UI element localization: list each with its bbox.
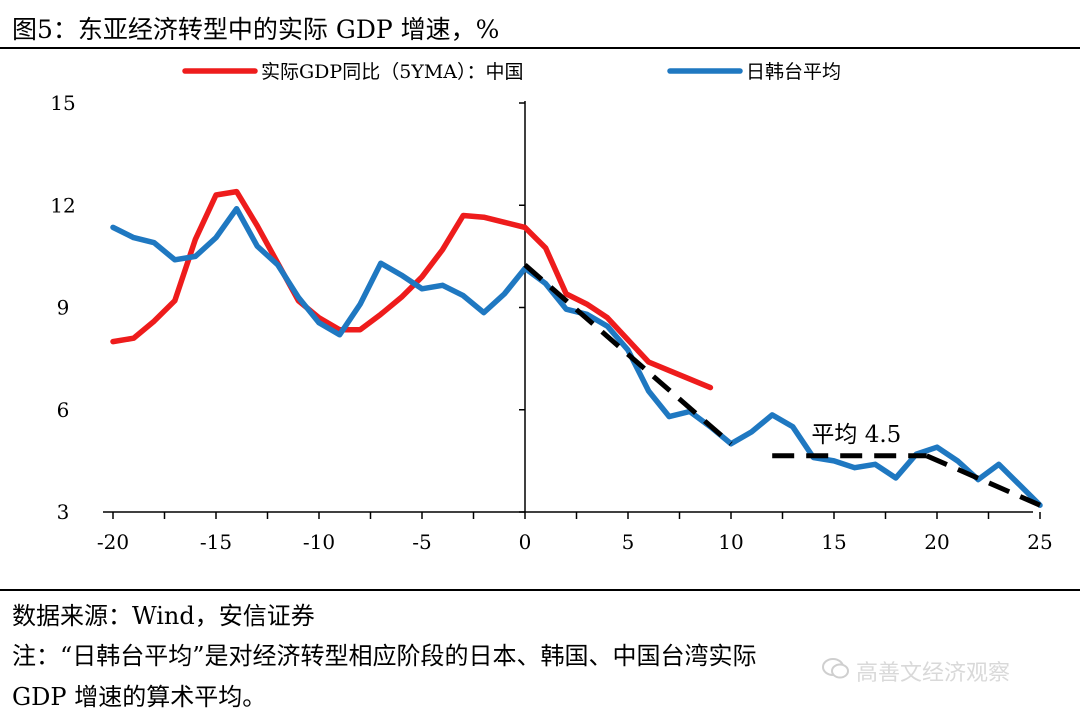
source-note: 数据来源：Wind，安信证券: [12, 602, 315, 630]
x-tick-label: 15: [821, 530, 846, 554]
axes: -20 -15 -10 -5 0 5 10 15 20 25 3 6 9 12 15: [50, 91, 1052, 554]
x-tick-label: 25: [1027, 530, 1052, 554]
note-line-2: GDP 增速的算术平均。: [12, 683, 267, 711]
trend-dashed-line: [523, 263, 733, 446]
watermark: 高善文经济观察: [856, 661, 1011, 686]
legend-label-1: 日韩台平均: [746, 61, 841, 83]
x-tick-label: -10: [303, 530, 335, 554]
series-line-0: [110, 188, 714, 391]
y-tick-label: 12: [50, 193, 75, 217]
chart-title: 图5：东亚经济转型中的实际 GDP 增速，%: [12, 15, 500, 44]
y-tick-label: 6: [57, 398, 70, 422]
y-tick-label: 3: [57, 500, 70, 524]
y-tick-label: 15: [50, 91, 75, 115]
average-annotation: 平均 4.5: [811, 422, 901, 448]
x-tick-label: -20: [97, 530, 129, 554]
chart: 实际GDP同比（5YMA）：中国 日韩台平均 -20 -15 -10 -5 0 5 10 15 2…: [50, 61, 1052, 554]
annotations: 平均 4.5: [811, 422, 901, 448]
x-tick-label: -5: [412, 530, 431, 554]
trend-dashed-line: [925, 453, 1041, 508]
series-lines: [110, 188, 1043, 508]
x-tick-label: -15: [200, 530, 232, 554]
series-line-1: [110, 205, 1043, 508]
x-tick-label: 0: [519, 530, 532, 554]
title-rule: [0, 47, 1080, 49]
footer-rule: [0, 589, 1080, 591]
x-tick-label: 5: [622, 530, 635, 554]
legend: 实际GDP同比（5YMA）：中国 日韩台平均: [182, 61, 841, 83]
x-tick-label: 10: [718, 530, 743, 554]
note-line-1: 注：“日韩台平均”是对经济转型相应阶段的日本、韩国、中国台湾实际: [12, 642, 757, 670]
x-tick-label: 20: [924, 530, 949, 554]
legend-label-0: 实际GDP同比（5YMA）：中国: [261, 61, 524, 83]
wechat-icon: [822, 658, 849, 679]
y-tick-label: 9: [57, 296, 70, 320]
